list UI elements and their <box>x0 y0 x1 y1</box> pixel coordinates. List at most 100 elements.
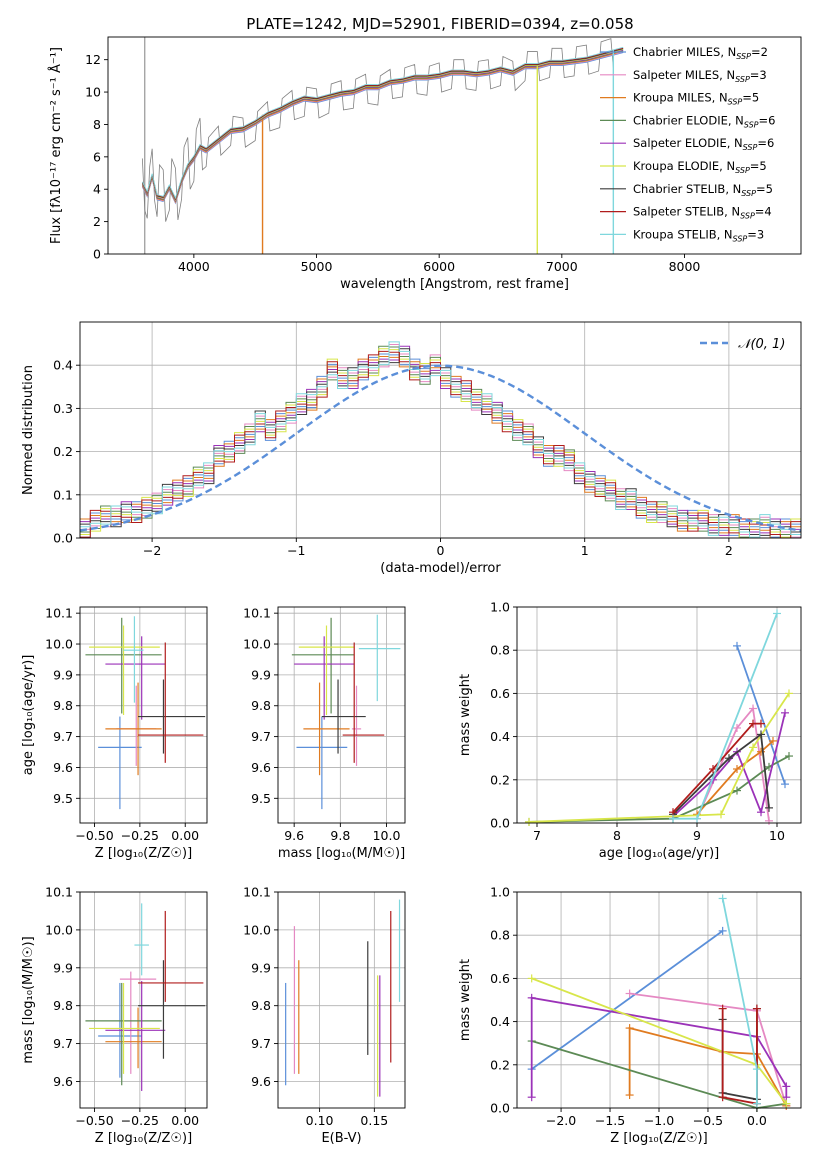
model-line <box>141 47 624 200</box>
x-tick-label: 8000 <box>669 259 701 274</box>
plot-frame <box>79 606 208 824</box>
model-line <box>141 49 624 202</box>
y-tick-label: 0.0 <box>490 1101 510 1116</box>
x-axis-label: wavelength [Angstrom, rest frame] <box>340 277 569 292</box>
x-tick-label: 0.00 <box>171 828 199 843</box>
y-axis-label: mass [log₁₀(M/M☉)] <box>21 936 36 1063</box>
x-axis-label: Z [log₁₀(Z/Z☉)] <box>95 846 192 861</box>
y-tick-label: 9.7 <box>53 729 73 744</box>
y-tick-label: 10.1 <box>45 606 73 621</box>
x-tick-label: −0.50 <box>75 1113 113 1128</box>
legend-subscript: SSP <box>733 234 748 243</box>
x-tick-label: −1 <box>287 543 305 558</box>
y-tick-label: 0.2 <box>490 772 510 787</box>
x-tick-label: −2 <box>143 543 161 558</box>
y-tick-label: 1.0 <box>490 600 510 615</box>
y-axis-label: mass weight <box>458 674 473 756</box>
x-tick-label: 8 <box>613 828 621 843</box>
weight-line <box>672 732 770 815</box>
y-axis-label: age [log₁₀(age/yr)] <box>21 655 36 776</box>
model-line <box>141 48 624 201</box>
legend-label: Kroupa ELODIE, N <box>633 159 735 173</box>
x-tick-label: −1.0 <box>644 1113 674 1128</box>
weight-line <box>721 1008 758 1105</box>
legend-subscript: SSP <box>736 52 751 61</box>
x-tick-label: 9.8 <box>330 828 350 843</box>
legend-suffix: =5 <box>750 159 767 173</box>
y-tick-label: 0.4 <box>490 1014 510 1029</box>
spectrum-plot: 4000 5000 6000 7000 8000 0 2 4 6 8 10 12 wavelength … <box>48 36 802 292</box>
normal-curve-line <box>79 364 802 532</box>
x-tick-label: −0.5 <box>693 1113 723 1128</box>
weight-line <box>696 706 770 821</box>
errorbar-group <box>285 899 401 1097</box>
x-tick-label: 7 <box>533 828 541 843</box>
x-tick-label: −1.5 <box>595 1113 625 1128</box>
y-tick-label: 0.6 <box>490 686 510 701</box>
y-tick-label: 9.6 <box>53 760 73 775</box>
y-tick-label: 0.0 <box>490 816 510 831</box>
x-axis-label: Z [log₁₀(Z/Z☉)] <box>95 1131 192 1146</box>
y-tick-label: 10.1 <box>243 606 271 621</box>
legend-entry: Chabrier STELIB, NSSP=5 <box>633 182 773 198</box>
y-tick-label: 10.0 <box>243 637 271 652</box>
model-line <box>141 50 624 203</box>
y-tick-label: 0.6 <box>490 971 510 986</box>
x-tick-label: −0.25 <box>121 1113 159 1128</box>
legend-subscript: SSP <box>744 120 759 129</box>
y-tick-label: 0.2 <box>53 444 73 459</box>
y-tick-label: 9.7 <box>53 1036 73 1051</box>
x-tick-label: 0.00 <box>171 1113 199 1128</box>
x-tick-label: 2 <box>725 543 733 558</box>
y-tick-label: 10.0 <box>45 637 73 652</box>
legend-entry: 𝒩(0, 1) <box>738 337 785 352</box>
legend-suffix: =3 <box>750 68 767 82</box>
y-tick-label: 10.0 <box>45 922 73 937</box>
legend-subscript: SSP <box>728 98 743 107</box>
legend-label: Chabrier ELODIE, N <box>633 113 744 127</box>
legend-entry: Kroupa STELIB, NSSP=3 <box>633 227 764 243</box>
x-axis-label: E(B-V) <box>321 1131 361 1146</box>
y-tick-label: 0.1 <box>53 487 73 502</box>
y-tick-label: 0.4 <box>490 729 510 744</box>
errorbar-group <box>85 903 206 1091</box>
x-tick-label: 4000 <box>178 259 210 274</box>
plot-frame <box>516 606 802 824</box>
x-axis-label: age [log₁₀(age/yr)] <box>599 846 720 861</box>
mass-vs-metallicity-plot: −0.50 −0.25 0.00 9.6 9.7 9.8 9.9 10.0 10.1 Z [log… <box>21 885 208 1146</box>
legend-label: Salpeter MILES, N <box>633 68 735 82</box>
y-tick-label: 9.6 <box>251 760 271 775</box>
legend-suffix: =6 <box>757 136 774 150</box>
legend-subscript: SSP <box>735 75 750 84</box>
x-tick-label: 0 <box>437 543 445 558</box>
y-tick-label: 10 <box>85 85 101 100</box>
y-tick-label: 6 <box>93 149 101 164</box>
legend-suffix: =5 <box>756 182 773 196</box>
model-line <box>141 52 624 205</box>
y-tick-label: 9.5 <box>251 791 271 806</box>
y-tick-label: 1.0 <box>490 885 510 900</box>
x-tick-label: −0.50 <box>75 828 113 843</box>
y-tick-label: 2 <box>93 214 101 229</box>
weight-line <box>528 755 790 823</box>
y-axis-label: Normed distribution <box>21 365 36 495</box>
x-axis-label: (data-model)/error <box>380 561 501 576</box>
age-vs-metallicity-plot: −0.50 −0.25 0.00 9.5 9.6 9.7 9.8 9.9 10.0 10.1 Z [… <box>21 606 208 861</box>
x-tick-label: 6000 <box>423 259 455 274</box>
figure-title: PLATE=1242, MJD=52901, FIBERID=0394, z=0… <box>246 15 633 33</box>
x-tick-label: 0.10 <box>306 1113 334 1128</box>
errorbar-group <box>85 616 206 810</box>
weight-vs-age-plot: 7 8 9 10 0.0 0.2 0.4 0.6 0.8 1.0 age [log₁₀(age/yr… <box>458 600 802 861</box>
y-tick-label: 0.8 <box>490 643 510 658</box>
plot-frame <box>79 891 208 1109</box>
legend-entry: Salpeter ELODIE, NSSP=6 <box>633 136 774 152</box>
y-tick-label: 9.9 <box>251 960 271 975</box>
legend-label: Chabrier STELIB, N <box>633 182 741 196</box>
x-tick-label: 9 <box>693 828 701 843</box>
legend-suffix: =5 <box>742 91 759 105</box>
legend-label: Salpeter ELODIE, N <box>633 136 743 150</box>
y-tick-label: 9.6 <box>53 1074 73 1089</box>
y-tick-label: 10.1 <box>243 885 271 900</box>
x-tick-label: −2.0 <box>546 1113 576 1128</box>
y-axis-label: Flux [fλ10⁻¹⁷ erg cm⁻² s⁻¹ Å⁻¹] <box>48 47 64 244</box>
